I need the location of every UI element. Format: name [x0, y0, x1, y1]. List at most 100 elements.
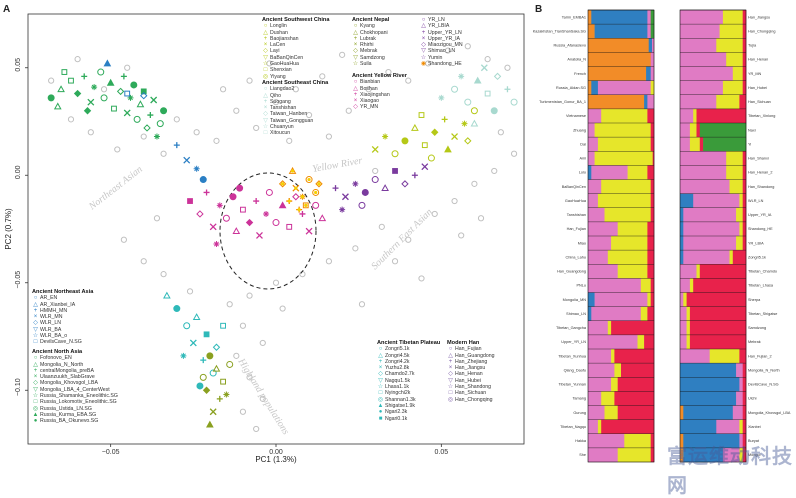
pca-point-modern: [391, 258, 399, 265]
pca-point-southwest: [382, 133, 389, 140]
legend-label: Miaozigou_MN: [428, 42, 463, 49]
ancestry-segment: [699, 264, 747, 279]
pca-point-modern: [114, 146, 121, 153]
pca-point-modern: [87, 129, 94, 136]
ancestry-segment: [617, 264, 648, 279]
pca-point-modern: [510, 150, 518, 157]
legend-marker-icon: ○: [353, 79, 358, 86]
legend-item-tibet: ◎ Shannan1.3k: [377, 397, 447, 403]
pca-point-southwest: [461, 120, 468, 127]
legend-marker-icon: +: [353, 91, 358, 98]
pca-point-southwest: [441, 116, 448, 123]
population-label: Han_Jiangsu: [748, 15, 770, 19]
x-tick-label: 0.05: [435, 449, 449, 456]
ancestry-segment: [699, 123, 747, 138]
legend-item-southeast: ▽ Taiwan_Gongguan: [262, 118, 354, 124]
pca-point-yellow_river: [222, 214, 230, 222]
ancestry-segment: [648, 38, 653, 53]
pca-point-nepal: [202, 386, 211, 394]
population-label: Upper_YR_LN: [561, 340, 586, 344]
ancestry-segment: [742, 236, 747, 251]
legend-item-tibet: ○ Zongri5.1k: [377, 346, 447, 352]
legend-marker-icon: ○: [33, 355, 38, 362]
population-label: Mongol: [748, 453, 761, 457]
legend-label: Mongolia_N_North: [40, 361, 84, 368]
legend-marker-icon: □: [448, 390, 453, 397]
ancestry-segment: [736, 236, 743, 251]
legend-marker-icon: ▲: [377, 402, 384, 409]
ancestry-segment: [689, 123, 697, 138]
ancestry-segment: [680, 207, 684, 223]
population-label: Kazakhstan_TianShanSaka.SG: [533, 29, 586, 33]
pca-point-modern: [120, 236, 127, 243]
pca-point-north: [100, 94, 108, 102]
legend-label: Russia_Shamanka_Eneolithic.SG: [40, 393, 118, 400]
pca-point-southeast: [510, 98, 518, 106]
legend-label: YR_LBIA: [428, 23, 450, 30]
pca-point-shandong: [302, 202, 309, 209]
pca-point-upper_yr: [341, 193, 349, 201]
pca-point-yellow_river: [187, 198, 193, 204]
legend-marker-icon: □: [33, 339, 38, 346]
legend-marker-icon: ■: [378, 415, 383, 422]
pca-point-yellow_river: [318, 214, 327, 222]
legend-label: Yumin: [428, 54, 443, 61]
legend-item-southwest: ▽ BaBanQinCen: [262, 55, 354, 61]
x-axis-title: PC1 (1.3%): [255, 455, 297, 464]
legend-marker-icon: ☆: [32, 333, 39, 340]
legend-marker-icon: ◇: [353, 48, 358, 55]
legend-marker-icon: ☆: [32, 393, 39, 400]
ancestry-segment: [696, 108, 747, 124]
population-label: Tibetan_Xunhua: [558, 354, 587, 358]
legend-item-yellow_river: ○ Bianbian: [352, 79, 432, 85]
pca-point-southwest: [427, 154, 435, 162]
legend-marker-icon: +: [448, 358, 453, 365]
pca-point-modern: [279, 305, 286, 312]
pca-point-north: [68, 77, 74, 84]
ancestry-segment: [597, 419, 602, 434]
legend-marker-icon: ○: [448, 346, 453, 353]
legend-item-yr_right: × Upper_YR_IA: [420, 36, 500, 42]
legend-label: WLR_MN: [40, 314, 63, 321]
ancestry-segment: [624, 433, 651, 449]
ancestry-segment: [736, 391, 743, 406]
population-label: Han_Guangdong: [557, 270, 586, 274]
legend-marker-icon: □: [263, 67, 268, 74]
pca-point-shandong-core: [307, 177, 311, 182]
legend-marker-icon: △: [353, 29, 358, 36]
ancestry-segment: [650, 123, 655, 138]
ancestry-segment: [588, 108, 602, 124]
ancestry-segment: [729, 250, 734, 265]
population-label: Tibetan_Gangcha: [556, 326, 587, 330]
legend-marker-icon: ○: [263, 86, 268, 93]
population-label: Han_Fujian: [567, 227, 586, 231]
pca-point-north: [147, 112, 154, 119]
legend-label: Russia_Ustida_LN.SG: [40, 405, 92, 412]
legend-marker-icon: ◇: [263, 48, 268, 55]
ancestry-segment: [637, 334, 645, 350]
pca-point-modern: [385, 68, 392, 76]
legend-marker-icon: ×: [448, 365, 453, 372]
pca-point-southeast: [484, 90, 491, 97]
pca-point-north: [83, 107, 92, 115]
pca-point-north: [143, 124, 151, 132]
ancestry-segment: [588, 419, 599, 434]
pca-point-modern: [352, 245, 359, 252]
ancestry-segment: [617, 447, 651, 463]
legend-label: Ulaanzuukh_SlabGrave: [40, 374, 95, 381]
legend-marker-icon: ☆: [262, 61, 269, 68]
legend-item-nepal: + Lubrak: [352, 36, 422, 42]
legend-label: Han_Hubei: [455, 377, 481, 384]
pca-point-modern: [325, 133, 333, 140]
legend-marker-icon: ☆: [377, 384, 384, 391]
ancestry-segment: [742, 66, 747, 81]
legend-marker-icon: +: [263, 35, 268, 42]
pca-point-southwest: [470, 107, 478, 115]
legend-label: Chamdo2.7k: [385, 371, 415, 378]
ancestry-segment: [597, 80, 651, 95]
pca-point-nepal: [199, 373, 207, 381]
pca-point-modern: [319, 73, 326, 80]
region-label-southern: Southern East Asian: [369, 207, 434, 272]
pca-point-north: [127, 94, 134, 101]
pca-point-north: [140, 88, 147, 95]
